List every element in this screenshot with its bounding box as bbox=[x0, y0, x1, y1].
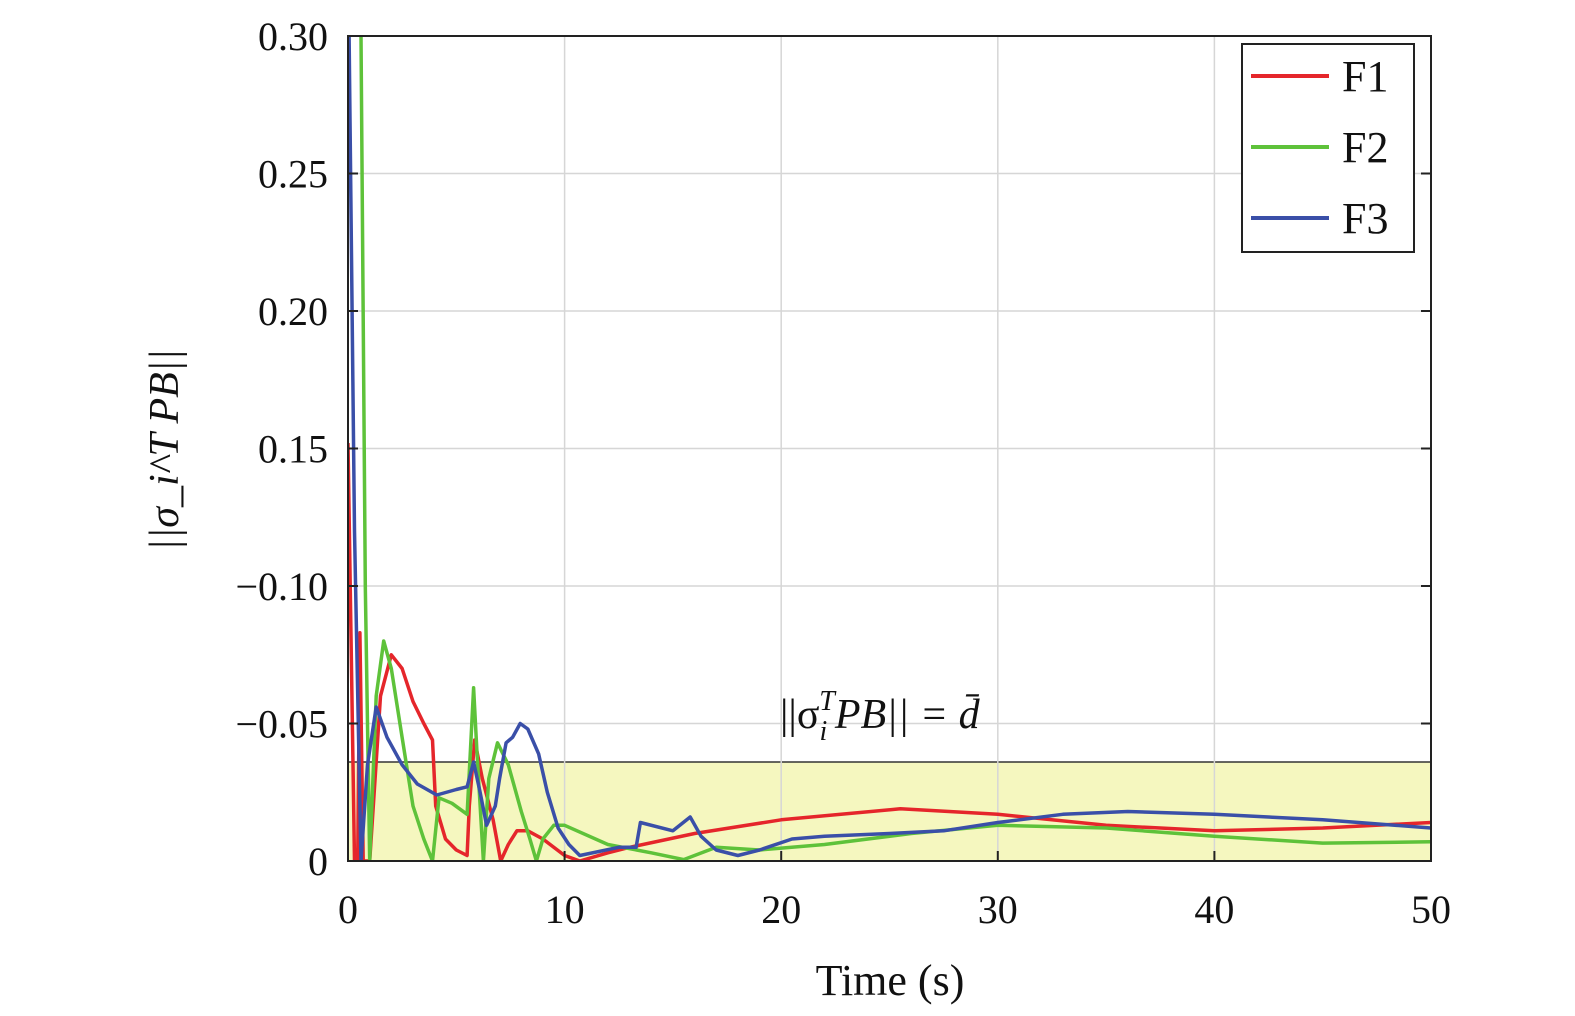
y-tick-label: 0.30 bbox=[258, 14, 328, 59]
legend: F1 F2 F3 bbox=[1241, 43, 1415, 253]
series-line-f1 bbox=[348, 442, 1431, 861]
x-tick-label: 0 bbox=[338, 887, 358, 932]
y-tick-label: 0.25 bbox=[258, 152, 328, 197]
axis-ticks bbox=[347, 35, 1432, 862]
x-tick-labels: 0 10 20 30 40 50 bbox=[338, 887, 1451, 932]
y-tick-label: 0.20 bbox=[258, 289, 328, 334]
series-lines bbox=[348, 36, 1431, 861]
legend-label: F2 bbox=[1342, 123, 1388, 172]
y-axis-label: ||σ_i^T PB|| bbox=[142, 349, 188, 551]
legend-label: F1 bbox=[1342, 52, 1388, 101]
y-tick-label: 0.15 bbox=[258, 427, 328, 472]
x-tick-label: 30 bbox=[978, 887, 1018, 932]
x-tick-label: 20 bbox=[761, 887, 801, 932]
y-tick-label: 0 bbox=[308, 839, 328, 884]
x-tick-label: 10 bbox=[545, 887, 585, 932]
series-line-f3 bbox=[348, 36, 1431, 861]
x-tick-label: 40 bbox=[1194, 887, 1234, 932]
y-tick-label: −0.05 bbox=[235, 702, 328, 747]
x-axis-label: Time (s) bbox=[816, 956, 965, 1005]
x-tick-label: 50 bbox=[1411, 887, 1451, 932]
y-tick-labels: 0 −0.05 −0.10 0.15 0.20 0.25 0.30 bbox=[235, 14, 328, 884]
threshold-annotation: ||σiTPB|| = d̄ bbox=[780, 686, 981, 747]
y-tick-label: −0.10 bbox=[235, 564, 328, 609]
legend-label: F3 bbox=[1342, 194, 1388, 243]
